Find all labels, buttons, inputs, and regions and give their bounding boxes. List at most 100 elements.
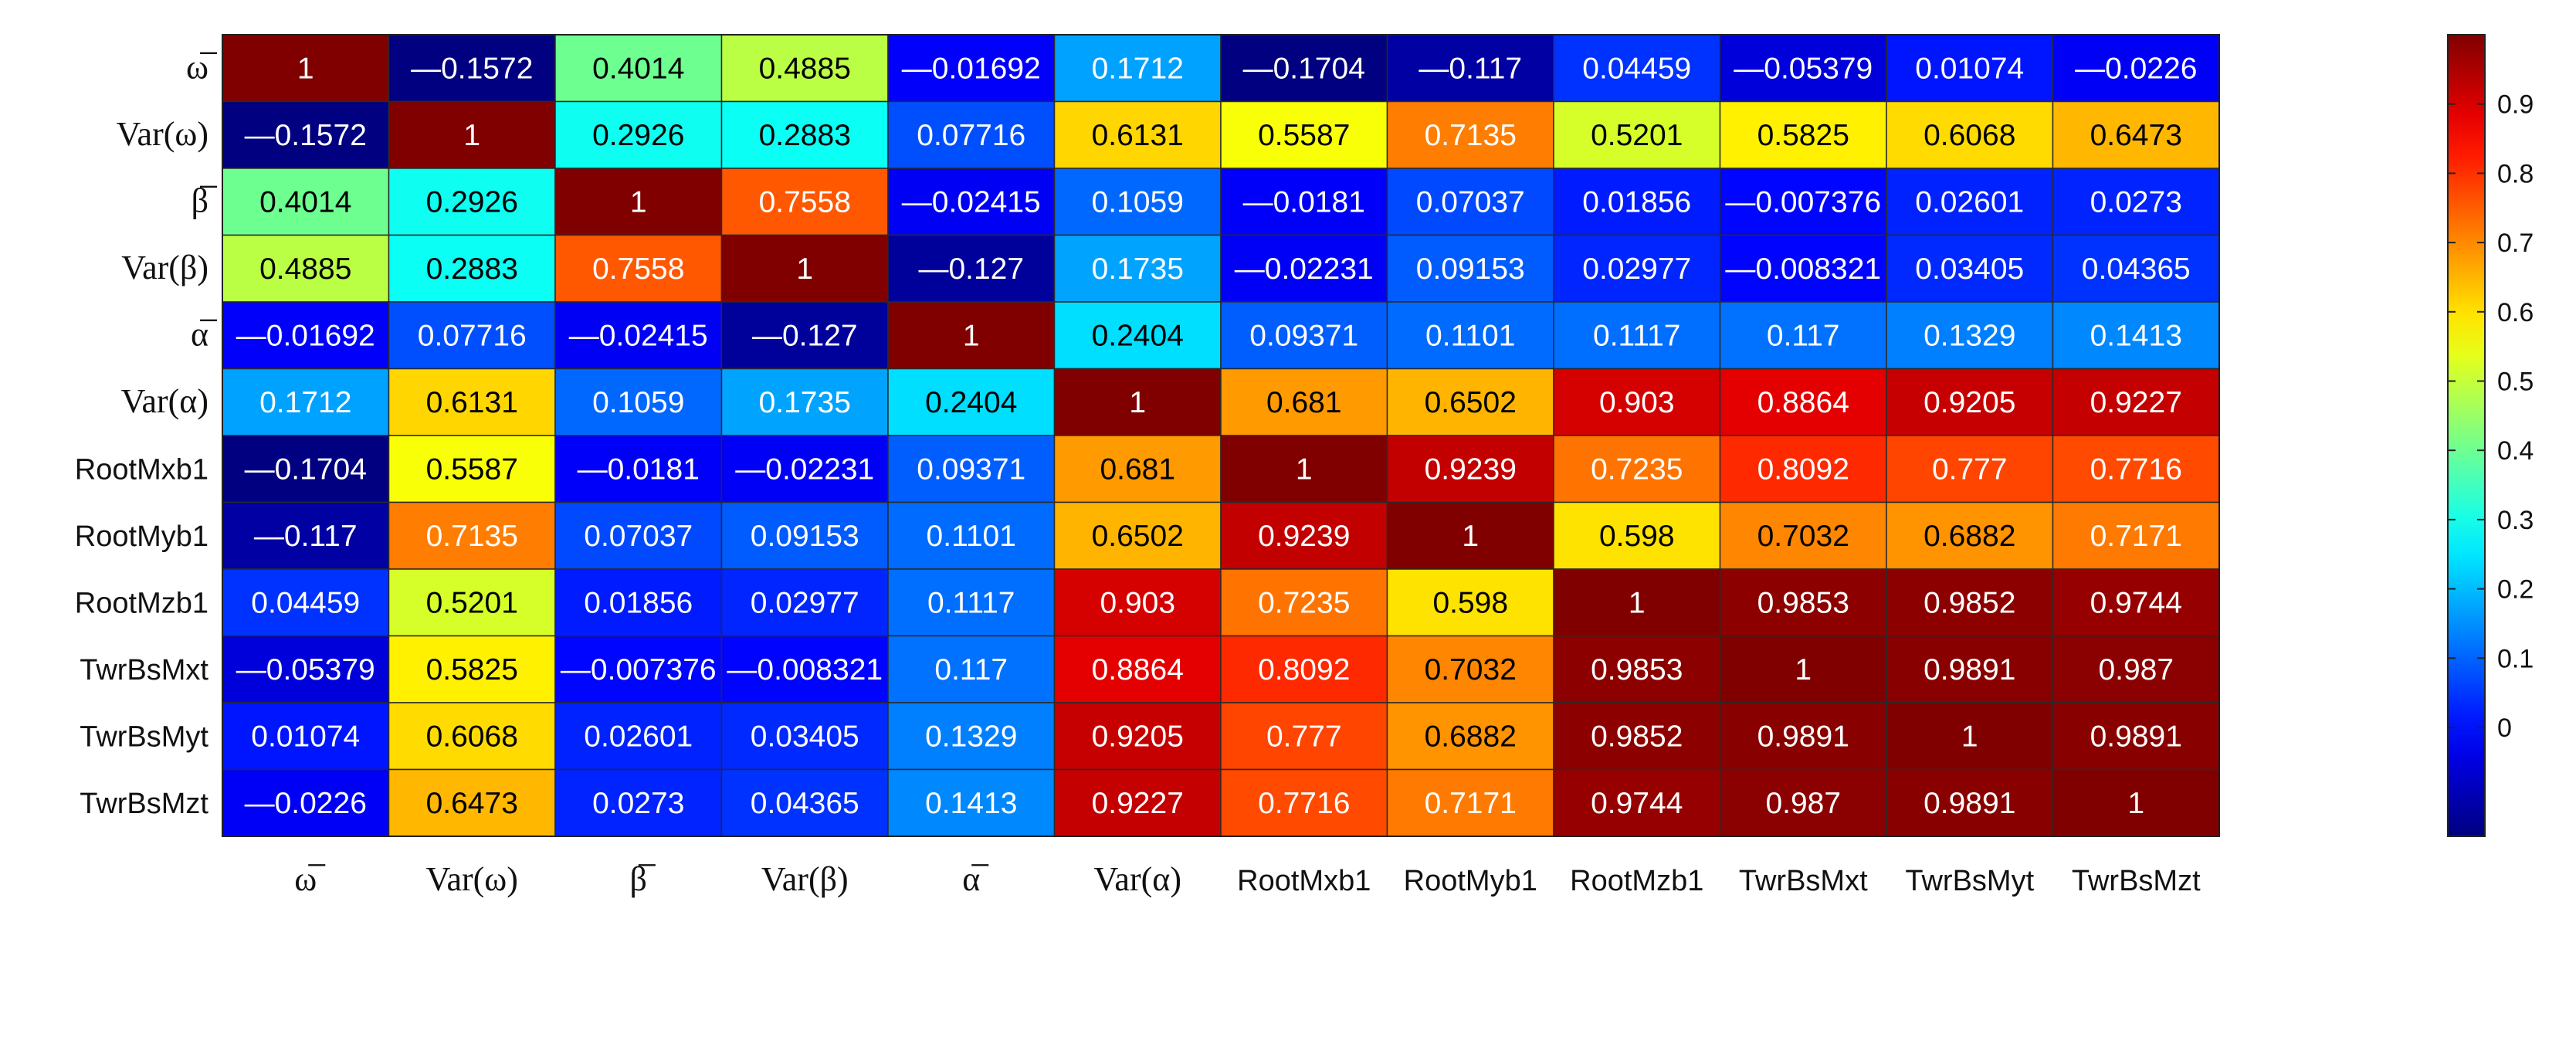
cell-value-label: —0.127 [918, 253, 1024, 286]
cell-value-label: 0.07037 [584, 520, 693, 553]
heatmap-cell [2052, 34, 2220, 103]
cell-value-label: 0.2404 [925, 386, 1017, 419]
column-label: RootMyb1 [1404, 865, 1537, 897]
cell-value-label: 0.07037 [1416, 185, 1525, 219]
cell-value-label: 0.7135 [1425, 119, 1517, 152]
heatmap-cell [554, 368, 723, 436]
cell-value-label: 1 [1462, 520, 1479, 553]
cell-value-label: 1 [1129, 386, 1146, 419]
cell-value-label: 0.7558 [759, 185, 851, 219]
heatmap-cell-labels: 1 —0.1572 0.4014 0.4885 —0.01692 0.1712 —0.170… [236, 52, 2198, 820]
cell-value-label: 0.6882 [1425, 720, 1517, 753]
cell-value-label: 1 [2127, 787, 2144, 820]
cell-value-label: —0.127 [752, 319, 858, 352]
heatmap-cell [1386, 635, 1554, 703]
row-label: RootMxb1 [75, 453, 208, 486]
heatmap-cell [1053, 301, 1222, 370]
heatmap-cell [222, 768, 390, 837]
heatmap-cell [1553, 34, 1721, 103]
heatmap-cell [554, 635, 723, 703]
cell-value-label: 1 [796, 253, 813, 286]
heatmap-cell [887, 100, 1056, 169]
colorbar-tick-label: 0.8 [2497, 159, 2534, 188]
cell-value-label: 0.8864 [1092, 653, 1184, 686]
colorbar-gradient [2447, 34, 2486, 837]
heatmap-cell [1386, 501, 1554, 570]
cell-value-label: 0.1413 [925, 787, 1017, 820]
cell-value-label: 0.4885 [259, 253, 351, 286]
heatmap-cell [1553, 501, 1721, 570]
cell-value-label: 0.01074 [1915, 52, 2024, 85]
cell-value-label: 0.02601 [1915, 185, 2024, 219]
cell-value-label: 0.1712 [259, 386, 351, 419]
heatmap-cell [1220, 702, 1388, 771]
cell-value-label: 0.9891 [1924, 787, 2015, 820]
cell-value-label: 0.2883 [426, 253, 518, 286]
cell-value-label: 0.6473 [2090, 119, 2182, 152]
cell-value-label: 0.03405 [751, 720, 859, 753]
heatmap-cell [554, 301, 723, 370]
heatmap-cell [887, 234, 1056, 303]
heatmap-cell [1886, 301, 2054, 370]
heatmap-cell [1553, 435, 1721, 503]
cell-value-label: 0.8864 [1757, 386, 1849, 419]
cell-value-label: 0.1329 [1924, 319, 2015, 352]
cell-value-label: 0.7558 [592, 253, 684, 286]
heatmap-cell [222, 34, 390, 103]
cell-value-label: 0.6068 [1924, 119, 2015, 152]
cell-value-label: 0.01856 [584, 586, 693, 619]
cell-value-label: 0.2883 [759, 119, 851, 152]
heatmap-cell [1553, 234, 1721, 303]
cell-value-label: 0.9853 [1591, 653, 1683, 686]
cell-value-label: 0.03405 [1915, 253, 2024, 286]
cell-value-label: 0.681 [1100, 453, 1175, 486]
cell-value-label: 0.1101 [927, 520, 1016, 553]
heatmap-cell [1220, 234, 1388, 303]
row-label: TwrBsMyt [80, 720, 208, 753]
column-label: TwrBsMxt [1739, 865, 1868, 897]
heatmap-cell [388, 702, 556, 771]
heatmap-cell [1220, 435, 1388, 503]
heatmap-cell [720, 635, 889, 703]
cell-value-label: 0.777 [1932, 453, 2008, 486]
heatmap-cell [388, 568, 556, 637]
cell-value-label: —0.0226 [2075, 52, 2197, 85]
heatmap-cell [720, 301, 889, 370]
heatmap-cell [388, 168, 556, 236]
cell-value-label: 0.09371 [917, 453, 1025, 486]
heatmap-cell [554, 702, 723, 771]
heatmap-cell [2052, 568, 2220, 637]
column-label: Var(α) [1094, 860, 1181, 898]
cell-value-label: 0.2926 [426, 185, 518, 219]
heatmap-cell [1053, 234, 1222, 303]
cell-value-label: 1 [1961, 720, 1978, 753]
heatmap-cell [2052, 100, 2220, 169]
heatmap-cell [887, 501, 1056, 570]
row-label: TwrBsMzt [80, 788, 208, 820]
heatmap-cell [1053, 168, 1222, 236]
heatmap-cell [1719, 501, 1887, 570]
heatmap-cells [222, 34, 2220, 837]
cell-value-label: 0.1712 [1092, 52, 1184, 85]
heatmap-cell [887, 368, 1056, 436]
heatmap-cell [720, 435, 889, 503]
cell-value-label: —0.1704 [245, 453, 367, 486]
cell-value-label: 0.7716 [2090, 453, 2182, 486]
colorbar-tick-label: 0.7 [2497, 229, 2534, 258]
heatmap-cell [887, 768, 1056, 837]
cell-value-label: 0.4014 [592, 52, 684, 85]
cell-value-label: 0.1329 [925, 720, 1017, 753]
heatmap-frame [222, 34, 2220, 837]
heatmap-cell [388, 368, 556, 436]
cell-value-label: 1 [297, 52, 314, 85]
cell-value-label: 0.1735 [759, 386, 851, 419]
cell-value-label: —0.117 [1418, 52, 1522, 85]
heatmap-cell [720, 100, 889, 169]
heatmap-cell [554, 234, 723, 303]
heatmap-cell [1220, 635, 1388, 703]
heatmap-cell [1886, 168, 2054, 236]
cell-value-label: 1 [1795, 653, 1812, 686]
cell-value-label: 0.6882 [1924, 520, 2015, 553]
column-label: TwrBsMzt [2072, 865, 2201, 897]
colorbar-tick-label: 0.4 [2497, 436, 2534, 466]
